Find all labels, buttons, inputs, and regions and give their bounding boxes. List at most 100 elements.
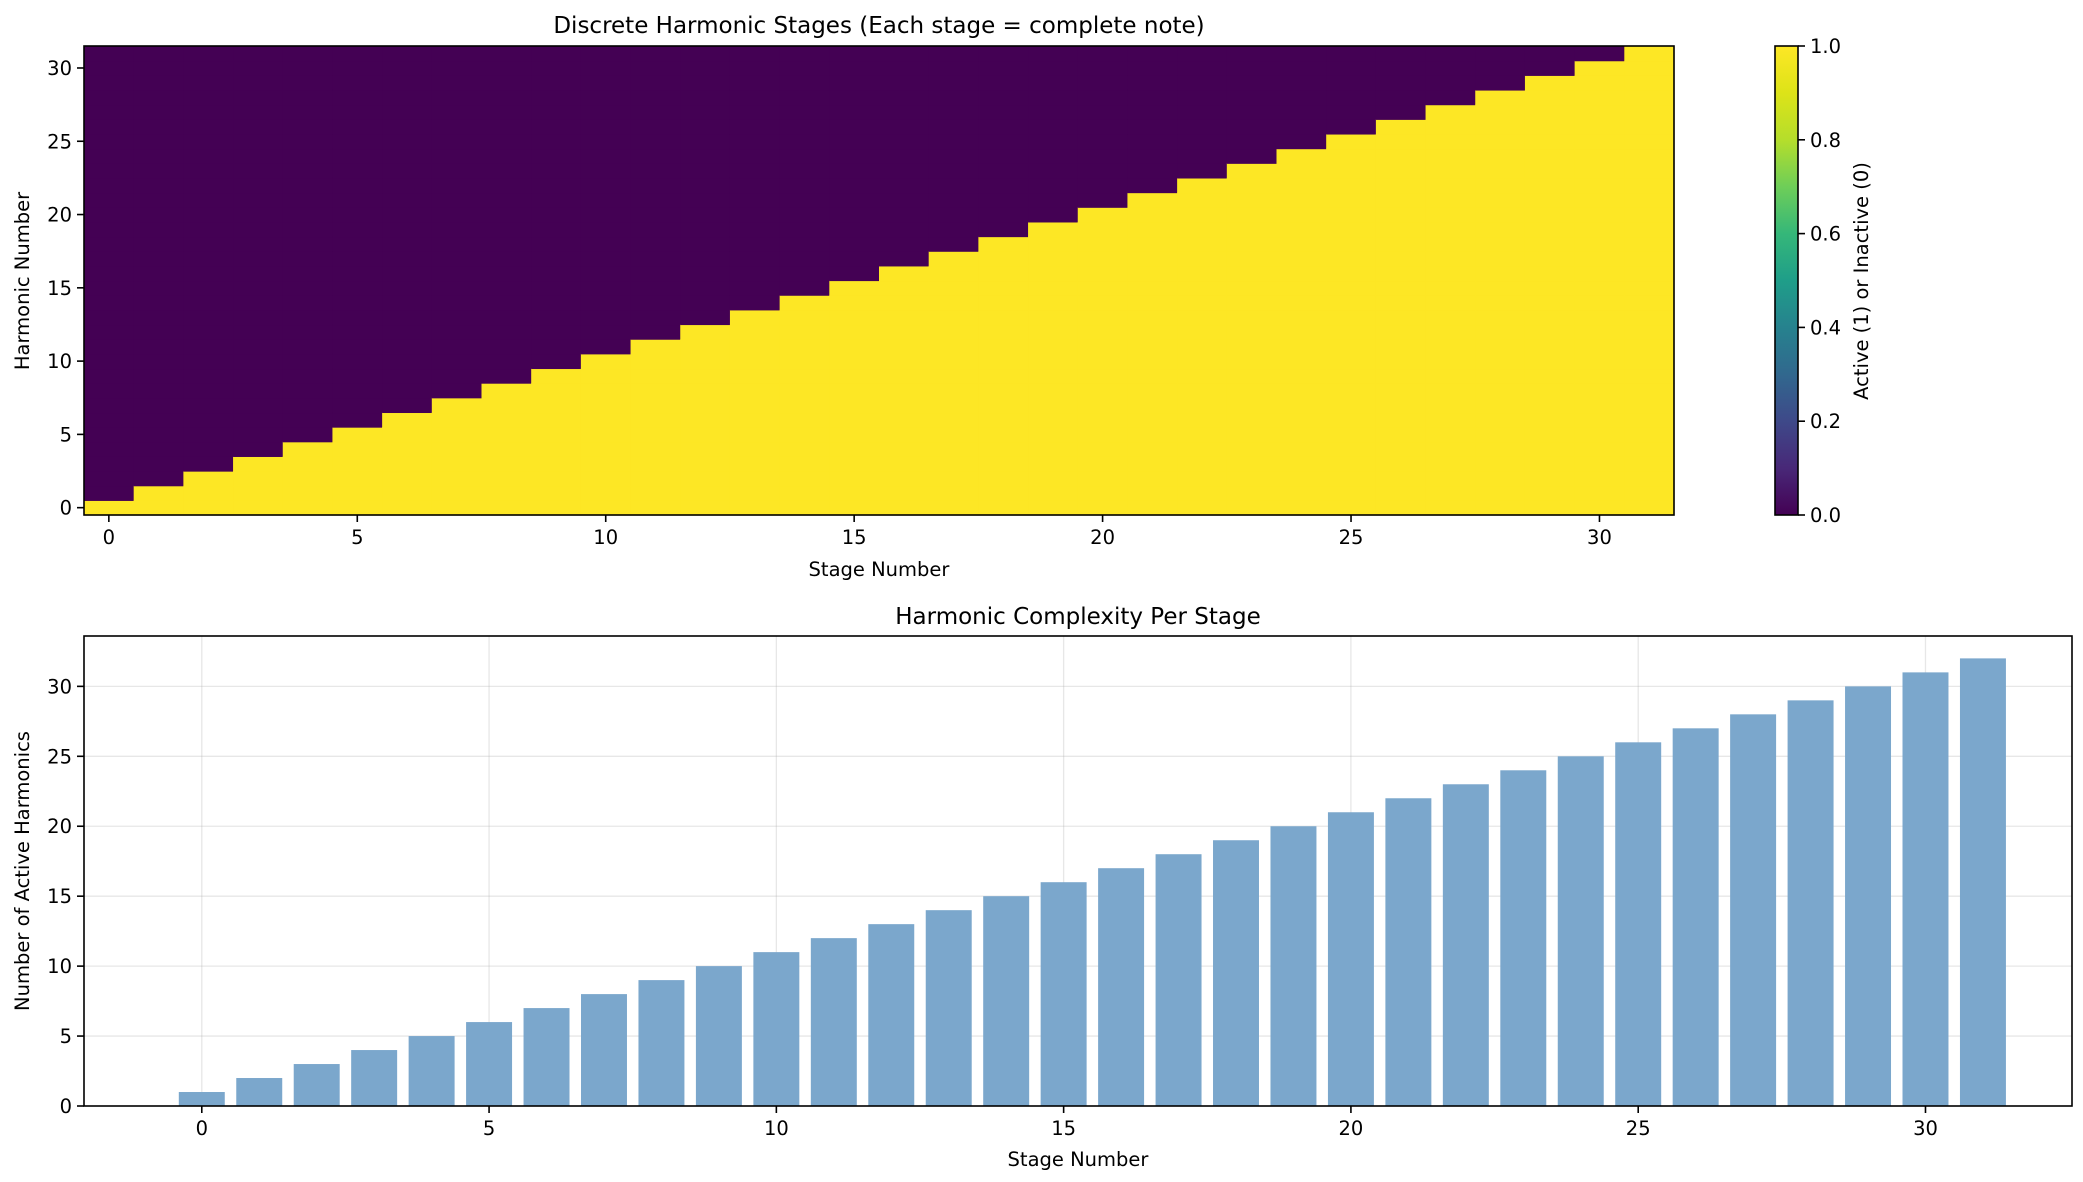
heatmap-cell bbox=[183, 148, 234, 164]
heatmap-cell bbox=[1574, 397, 1625, 414]
heatmap-cell bbox=[729, 427, 781, 443]
heatmap-cell bbox=[1177, 441, 1228, 457]
heatmap-cell bbox=[1425, 221, 1476, 238]
bar bbox=[695, 966, 742, 1106]
heatmap-cell bbox=[84, 280, 135, 296]
heatmap-cell bbox=[580, 441, 632, 457]
heatmap-cell bbox=[729, 397, 781, 414]
heatmap-cell bbox=[133, 265, 184, 282]
heatmap-cell bbox=[630, 471, 681, 487]
heatmap-cell bbox=[978, 309, 1029, 326]
heatmap-cell bbox=[183, 75, 234, 91]
heatmap-cell bbox=[1276, 397, 1327, 414]
heatmap-cell bbox=[1127, 500, 1178, 516]
heatmap-cell bbox=[1326, 427, 1377, 443]
heatmap-cell bbox=[1375, 456, 1427, 472]
heatmap-cell bbox=[1127, 177, 1178, 194]
colorbar-tick-label: 1.0 bbox=[1810, 35, 1841, 58]
heatmap-cell bbox=[481, 368, 532, 384]
heatmap-cell bbox=[978, 236, 1029, 252]
heatmap-cell bbox=[1226, 192, 1278, 208]
heatmap-cell bbox=[1226, 441, 1278, 457]
heatmap-cell bbox=[1624, 60, 1675, 76]
heatmap-cell bbox=[1028, 75, 1079, 91]
heatmap-cell bbox=[1127, 353, 1178, 370]
heatmap-cell bbox=[133, 383, 184, 399]
heatmap-cell bbox=[1177, 46, 1228, 62]
heatmap-cell bbox=[1326, 500, 1377, 516]
heatmap-cell bbox=[729, 163, 781, 179]
heatmap-cell bbox=[928, 148, 979, 164]
heatmap-cell bbox=[431, 133, 483, 150]
heatmap-cell bbox=[382, 163, 433, 179]
heatmap-cell bbox=[282, 251, 334, 267]
bar bbox=[810, 938, 857, 1106]
heatmap-cell bbox=[1425, 485, 1476, 501]
heatmap-cell bbox=[1127, 104, 1178, 120]
heatmap-cell bbox=[779, 368, 830, 384]
heatmap-cell bbox=[779, 339, 830, 355]
heatmap-cell bbox=[1524, 148, 1576, 164]
heatmap-cell bbox=[630, 324, 681, 340]
heatmap-cell bbox=[133, 46, 184, 62]
heatmap-cell bbox=[233, 471, 284, 487]
heatmap-cell bbox=[1276, 163, 1327, 179]
heatmap-cell bbox=[680, 104, 731, 120]
heatmap-cell bbox=[183, 163, 234, 179]
heatmap-cell bbox=[332, 192, 383, 208]
heatmap-cell bbox=[531, 221, 582, 238]
heatmap-cell bbox=[531, 265, 582, 282]
heatmap-cell bbox=[531, 46, 582, 62]
heatmap-cell bbox=[183, 309, 234, 326]
heatmap-cell bbox=[332, 309, 383, 326]
heatmap-cell bbox=[84, 412, 135, 428]
heatmap-cell bbox=[1028, 148, 1079, 164]
heatmap-cell bbox=[1177, 163, 1228, 179]
heatmap-cell bbox=[978, 412, 1029, 428]
heatmap-cell bbox=[531, 309, 582, 326]
heatmap-cell bbox=[1375, 309, 1427, 326]
heatmap-cell bbox=[1425, 75, 1476, 91]
heatmap-cell bbox=[382, 192, 433, 208]
heatmap-cell bbox=[1226, 397, 1278, 414]
heatmap-cell bbox=[531, 485, 582, 501]
heatmap-cell bbox=[133, 353, 184, 370]
heatmap-cell bbox=[1524, 456, 1576, 472]
heatmap-cell bbox=[282, 353, 334, 370]
heatmap-cell bbox=[729, 412, 781, 428]
heatmap-cell bbox=[1524, 353, 1576, 370]
heatmap-cell bbox=[1276, 207, 1327, 223]
heatmap-cell bbox=[1524, 427, 1576, 443]
heatmap-cell bbox=[580, 251, 632, 267]
heatmap-cell bbox=[1524, 104, 1576, 120]
heatmap-cell bbox=[332, 441, 383, 457]
heatmap-cell bbox=[531, 104, 582, 120]
heatmap-cell bbox=[1425, 192, 1476, 208]
heatmap-cell bbox=[1425, 177, 1476, 194]
heatmap-cell bbox=[1326, 221, 1377, 238]
heatmap-cell bbox=[332, 148, 383, 164]
heatmap-cell bbox=[779, 471, 830, 487]
heatmap-cell bbox=[779, 221, 830, 238]
heatmap-cell bbox=[1624, 353, 1675, 370]
heatmap-cell bbox=[1475, 75, 1526, 91]
heatmap-cell bbox=[481, 148, 532, 164]
heatmap-cell bbox=[1475, 383, 1526, 399]
heatmap-cell bbox=[1127, 295, 1178, 311]
heatmap-cell bbox=[1326, 295, 1377, 311]
heatmap-cell bbox=[84, 471, 135, 487]
heatmap-cell bbox=[1077, 485, 1129, 501]
heatmap-cell bbox=[1276, 500, 1327, 516]
heatmap-cell bbox=[680, 353, 731, 370]
heatmap-cell bbox=[779, 265, 830, 282]
heatmap-cell bbox=[1028, 104, 1079, 120]
heatmap-cell bbox=[382, 207, 433, 223]
heatmap-cell bbox=[630, 251, 681, 267]
heatmap-cell bbox=[580, 221, 632, 238]
heatmap-cell bbox=[1574, 339, 1625, 355]
heatmap-cell bbox=[1326, 339, 1377, 355]
heatmap-cell bbox=[233, 485, 284, 501]
heatmap-cell bbox=[580, 192, 632, 208]
heatmap-cell bbox=[1226, 265, 1278, 282]
